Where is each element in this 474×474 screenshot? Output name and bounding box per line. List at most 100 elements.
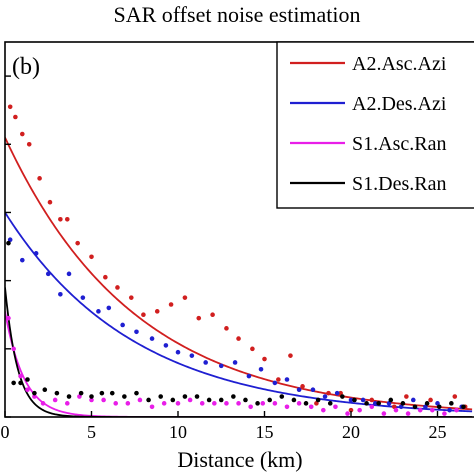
data-point-1-33 [435,401,440,406]
data-point-0-2 [20,131,25,137]
data-point-0-0 [7,104,13,110]
data-point-2-0 [6,315,11,321]
data-point-2-9 [89,397,94,403]
legend-label-0: A2.Asc.Azi [352,53,447,75]
data-point-1-4 [58,291,63,297]
data-point-3-37 [424,401,430,406]
data-point-3-29 [327,401,333,406]
data-point-2-3 [25,387,30,393]
data-point-2-1 [11,346,16,352]
data-point-3-15 [158,394,163,399]
fit-line-1 [5,211,473,413]
data-point-3-34 [388,397,394,403]
x-tick-label-3: 15 [256,422,274,442]
data-point-1-19 [258,366,264,372]
data-point-2-8 [77,394,82,399]
data-point-2-26 [296,401,302,406]
data-point-3-27 [303,401,309,406]
data-point-2-20 [224,401,229,406]
data-point-1-21 [284,377,290,382]
data-point-1-16 [218,363,224,369]
data-point-0-18 [210,312,215,318]
data-point-1-13 [175,349,181,355]
data-point-3-39 [449,401,454,406]
data-point-2-13 [137,397,143,403]
data-point-0-33 [391,404,397,410]
data-point-3-3 [25,377,30,382]
data-point-1-27 [360,397,366,403]
data-point-0-14 [154,309,160,314]
data-point-0-22 [262,356,267,362]
data-point-3-11 [109,390,115,396]
data-point-3-31 [352,397,357,403]
data-point-1-28 [372,401,378,406]
data-point-3-16 [170,397,176,403]
x-tick-label-0: 0 [1,422,10,442]
data-point-0-20 [236,336,241,341]
data-point-1-18 [246,373,252,379]
fit-line-2 [5,311,473,417]
data-point-3-2 [18,380,23,386]
legend-label-1: A2.Des.Azi [352,93,447,115]
data-point-2-23 [260,401,266,406]
data-point-2-4 [32,394,37,399]
data-point-2-21 [236,401,241,406]
data-point-2-16 [175,401,181,406]
data-point-1-9 [120,322,125,328]
data-point-1-3 [45,271,51,277]
data-point-3-1 [11,380,16,386]
data-point-2-11 [113,401,119,406]
data-point-1-25 [334,390,340,396]
x-axis-label: Distance (km) [177,447,302,472]
data-point-0-27 [326,390,331,396]
data-point-2-29 [333,404,338,410]
data-point-3-40 [461,404,466,410]
data-point-3-12 [122,394,127,399]
data-point-1-12 [163,343,169,348]
data-point-3-30 [340,394,345,399]
data-point-3-33 [376,401,381,406]
data-point-3-26 [291,397,297,403]
data-point-0-7 [64,216,70,222]
plot-frame [4,41,474,418]
data-point-0-25 [300,384,305,389]
data-point-3-38 [436,404,442,410]
data-point-1-24 [322,394,328,399]
data-point-0-4 [37,176,42,181]
data-point-1-20 [272,380,278,386]
data-point-2-19 [212,401,217,406]
chart-title: SAR offset noise estimation [113,2,360,27]
data-point-0-36 [428,397,433,403]
data-point-0-23 [276,377,281,382]
data-point-2-33 [381,411,387,416]
data-point-1-6 [80,295,86,300]
data-point-1-0 [7,237,13,243]
data-point-2-35 [405,411,411,416]
data-point-0-10 [103,274,108,280]
data-point-3-21 [231,394,236,399]
data-point-1-2 [33,251,39,256]
data-point-1-23 [310,387,316,393]
data-point-2-31 [357,407,362,413]
data-point-3-14 [146,397,151,403]
data-point-0-34 [404,394,409,399]
data-point-2-6 [52,397,58,403]
data-point-3-23 [255,401,260,406]
data-point-1-30 [398,404,404,410]
data-point-0-24 [288,353,293,358]
data-point-3-19 [206,397,212,403]
data-point-3-4 [32,390,37,396]
data-point-3-5 [42,387,48,393]
data-point-2-17 [187,397,193,403]
data-point-0-15 [168,302,174,307]
data-point-0-5 [47,199,53,205]
x-tick-label-2: 10 [169,422,187,442]
data-point-2-38 [442,411,447,416]
data-point-0-8 [75,240,80,246]
data-point-3-20 [218,397,224,403]
data-point-2-24 [272,401,278,406]
data-point-2-15 [161,401,167,406]
data-point-3-7 [66,394,72,399]
data-point-1-17 [232,360,238,365]
